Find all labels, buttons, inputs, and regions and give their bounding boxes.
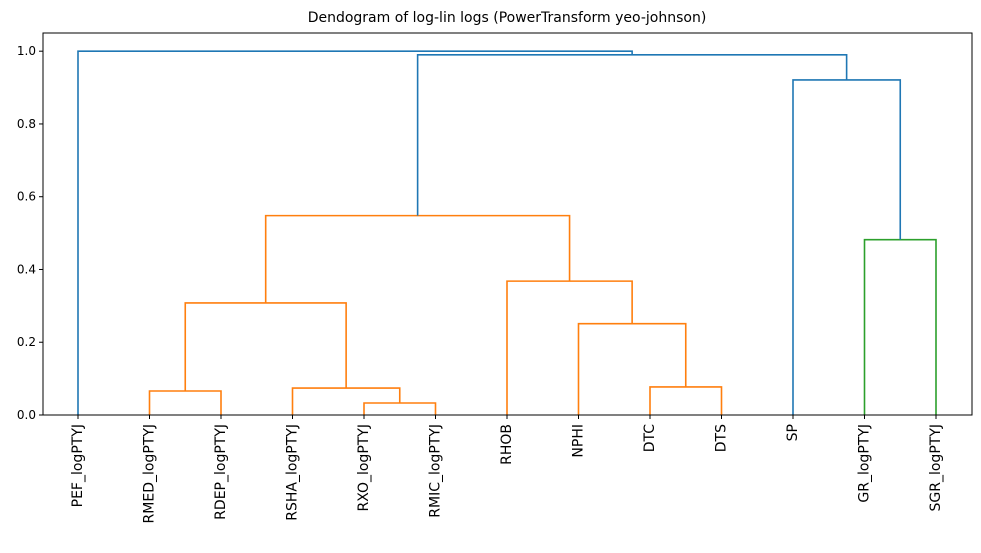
dendrogram-link	[863, 238, 937, 415]
y-tick-label: 0.4	[17, 262, 36, 276]
dendrogram-link	[649, 386, 723, 415]
dendrogram-link	[148, 390, 222, 415]
y-tick-label: 0.6	[17, 190, 36, 204]
leaf-label: RMIC_logPTYJ	[428, 424, 444, 518]
y-axis: 0.0 0.2 0.4 0.6 0.8 1.0	[17, 44, 43, 422]
chart-title: Dendogram of log-lin logs (PowerTransfor…	[308, 10, 707, 26]
leaf-label: GR_logPTYJ	[857, 424, 873, 503]
dendrogram-link	[77, 50, 633, 415]
dendrogram-link	[264, 214, 571, 303]
leaf-label: RHOB	[499, 424, 515, 465]
leaf-label: PEF_logPTYJ	[70, 424, 86, 507]
y-tick-label: 0.2	[17, 335, 36, 349]
dendrogram-link	[363, 402, 437, 415]
y-tick-label: 0.0	[17, 408, 36, 422]
y-tick-label: 1.0	[17, 44, 36, 58]
dendrogram-link	[506, 280, 633, 415]
leaf-label: DTC	[642, 424, 658, 453]
dendrogram-link	[577, 322, 687, 415]
leaf-label: RSHA_logPTYJ	[285, 424, 301, 521]
dendrogram-link	[184, 302, 347, 391]
y-tick-label: 0.8	[17, 117, 36, 131]
dendrogram-link	[416, 54, 848, 216]
leaf-label: SGR_logPTYJ	[928, 424, 944, 511]
dendrogram-link	[792, 79, 902, 415]
leaf-label: DTS	[714, 424, 730, 452]
dendrogram-links	[77, 50, 937, 415]
dendrogram-link	[291, 387, 401, 415]
leaf-label: RMED_logPTYJ	[142, 424, 158, 523]
leaf-label: RDEP_logPTYJ	[213, 424, 229, 520]
leaf-label: NPHI	[571, 424, 587, 458]
x-axis: PEF_logPTYJ RMED_logPTYJ RDEP_logPTYJ RSHA_…	[70, 415, 944, 523]
leaf-label: RXO_logPTYJ	[356, 424, 372, 511]
leaf-label: SP	[785, 424, 801, 441]
